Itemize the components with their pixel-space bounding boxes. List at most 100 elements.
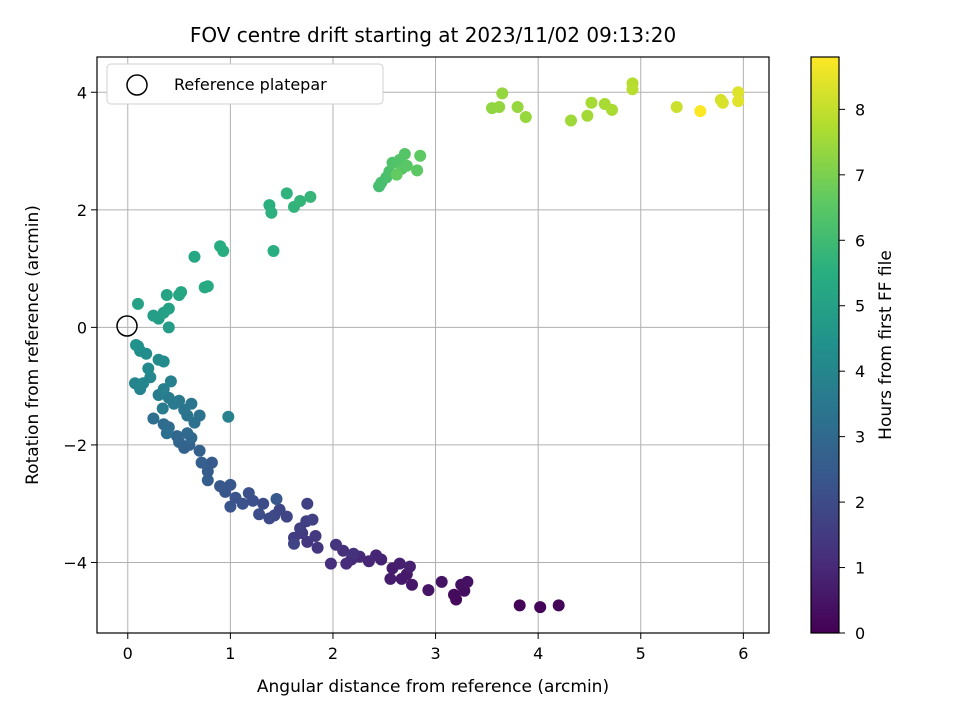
colorbar-tick-label: 2 xyxy=(855,493,865,512)
data-point xyxy=(265,206,278,219)
data-point xyxy=(171,430,183,443)
legend: Reference platepar xyxy=(106,63,384,105)
data-point xyxy=(214,480,227,493)
data-point xyxy=(160,289,173,301)
data-point xyxy=(257,497,270,510)
data-point xyxy=(175,286,188,299)
x-tick-label: 3 xyxy=(430,644,440,663)
data-point xyxy=(162,321,175,334)
data-point xyxy=(670,101,683,113)
data-point xyxy=(395,572,408,585)
data-point xyxy=(157,383,170,396)
data-point xyxy=(253,508,266,521)
y-tick-label: 2 xyxy=(77,201,87,220)
colorbar-label: Hours from first FF file xyxy=(876,250,896,440)
data-point xyxy=(270,493,283,505)
data-point xyxy=(156,402,169,415)
data-point xyxy=(147,412,160,425)
colorbar-tick-label: 0 xyxy=(855,624,865,643)
colorbar-ticks: 0 1 2 3 4 5 6 7 8 xyxy=(839,100,865,643)
data-point xyxy=(267,245,280,257)
y-axis-label: Rotation from reference (arcmin) xyxy=(23,205,43,485)
data-point xyxy=(294,195,307,207)
data-point xyxy=(193,409,206,422)
x-tick-label: 1 xyxy=(225,644,235,663)
data-point xyxy=(229,491,242,504)
data-point xyxy=(157,355,170,368)
data-point xyxy=(193,444,206,457)
data-point xyxy=(362,555,375,568)
data-point xyxy=(324,557,337,570)
data-point xyxy=(217,245,230,257)
data-point xyxy=(581,109,594,122)
data-point xyxy=(280,187,293,200)
data-point xyxy=(347,547,360,560)
data-point xyxy=(162,391,175,404)
data-point xyxy=(201,280,214,293)
data-point xyxy=(201,465,214,478)
data-point xyxy=(288,537,300,550)
data-point xyxy=(585,96,598,109)
x-tick-label: 2 xyxy=(328,644,338,663)
data-point xyxy=(304,190,317,203)
y-tick-label: −4 xyxy=(63,553,87,572)
data-point xyxy=(694,105,707,118)
data-point xyxy=(309,530,322,542)
colorbar-tick-label: 8 xyxy=(855,100,865,119)
y-tick-label: −2 xyxy=(63,436,87,455)
legend-label: Reference platepar xyxy=(174,75,327,94)
data-point xyxy=(311,541,324,554)
x-axis-label: Angular distance from reference (arcmin) xyxy=(257,677,609,697)
data-point xyxy=(147,309,160,322)
reference-platepar-marker xyxy=(116,315,138,337)
data-point xyxy=(732,86,745,99)
colorbar-tick-label: 4 xyxy=(855,362,865,381)
data-point xyxy=(164,375,177,388)
colorbar-tick-label: 7 xyxy=(855,166,865,185)
data-point xyxy=(403,560,416,573)
data-point xyxy=(330,538,342,551)
data-point xyxy=(400,159,413,172)
data-point xyxy=(162,302,175,315)
legend-marker xyxy=(126,74,148,96)
data-point xyxy=(406,578,418,591)
grid-lines xyxy=(97,57,769,633)
data-point xyxy=(222,410,235,423)
data-point xyxy=(565,114,577,127)
x-tick-label: 5 xyxy=(636,644,646,663)
data-point xyxy=(511,101,524,113)
data-point xyxy=(185,397,198,410)
data-point xyxy=(448,588,460,601)
data-point xyxy=(606,103,618,116)
chart-title: FOV centre drift starting at 2023/11/02 … xyxy=(190,23,676,47)
legend-box xyxy=(106,63,384,105)
data-point xyxy=(390,168,403,181)
data-point xyxy=(132,297,144,310)
data-point xyxy=(626,83,639,96)
data-point xyxy=(732,95,745,108)
data-point xyxy=(160,427,173,440)
data-point xyxy=(398,148,411,160)
data-point xyxy=(130,339,142,351)
colorbar-tick-label: 6 xyxy=(855,231,865,250)
data-point xyxy=(181,427,194,440)
data-point xyxy=(201,474,214,487)
data-points xyxy=(129,77,745,614)
data-point xyxy=(301,497,314,510)
data-point xyxy=(519,111,532,123)
data-point xyxy=(414,149,427,162)
y-axis-ticks: −4 −2 0 2 4 xyxy=(63,83,97,572)
colorbar xyxy=(810,56,840,634)
data-point xyxy=(142,362,155,375)
plot-frame xyxy=(96,56,770,634)
data-point xyxy=(422,584,435,597)
data-point xyxy=(716,96,729,109)
y-tick-label: 4 xyxy=(77,83,87,102)
data-point xyxy=(242,487,255,500)
data-point xyxy=(306,513,319,526)
data-point xyxy=(224,478,237,491)
colorbar-tick-label: 5 xyxy=(855,297,865,316)
data-point xyxy=(188,250,201,263)
x-axis-ticks: 0 1 2 3 4 5 6 xyxy=(123,633,748,663)
data-point xyxy=(384,572,397,585)
